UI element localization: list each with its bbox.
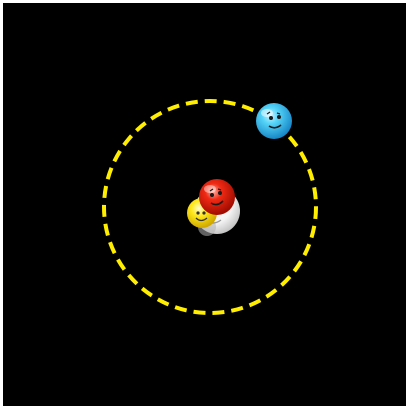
orbiting-blue-ball[interactable] — [256, 103, 292, 139]
game-canvas[interactable] — [3, 3, 406, 406]
orbit-scene — [102, 99, 318, 315]
center-red-ball[interactable] — [199, 179, 235, 215]
orbit-path — [102, 99, 318, 315]
center-cluster — [187, 179, 240, 236]
